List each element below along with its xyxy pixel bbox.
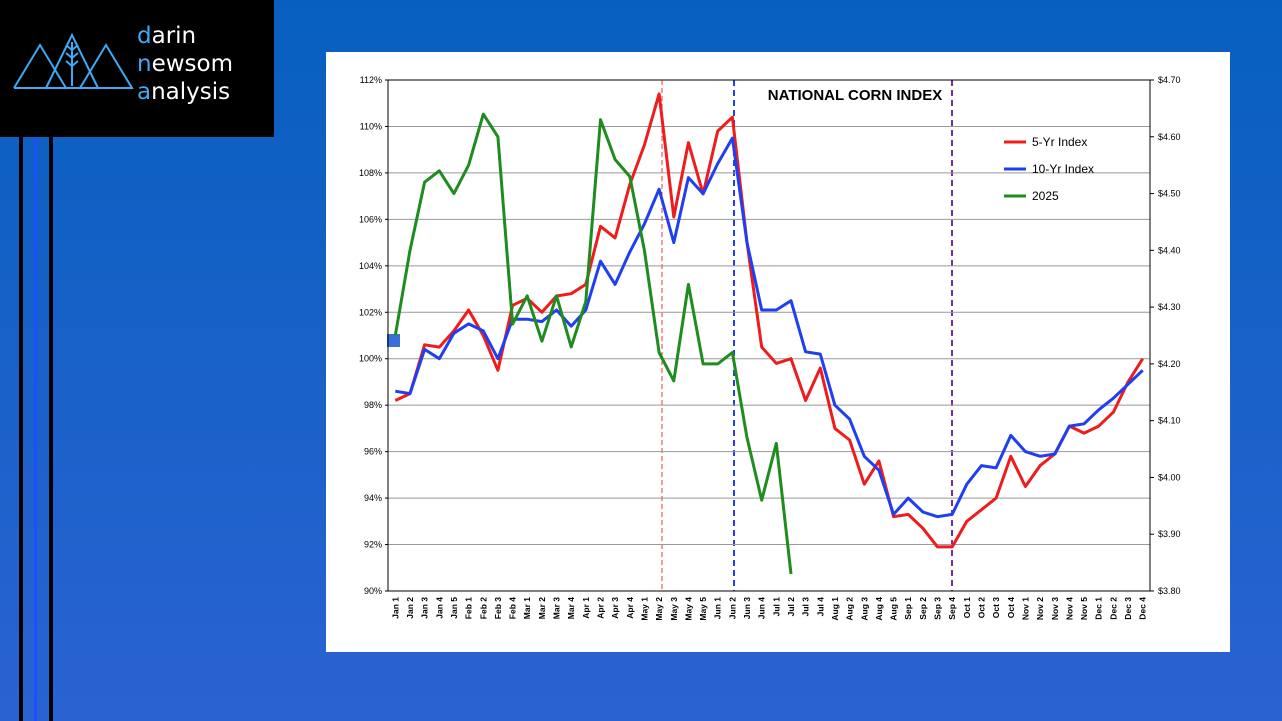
y2-tick-label: $4.30 — [1158, 302, 1181, 312]
y-tick-label: 96% — [364, 447, 382, 457]
y-tick-label: 102% — [359, 307, 382, 317]
x-tick-label: Oct 4 — [1006, 597, 1016, 619]
x-tick-label: Jul 1 — [771, 597, 781, 617]
x-tick-label: Nov 5 — [1079, 597, 1089, 620]
x-tick-label: Jun 1 — [713, 597, 723, 619]
logo-icon — [13, 32, 134, 89]
y2-tick-label: $4.20 — [1158, 359, 1181, 369]
y-tick-label: 104% — [359, 261, 382, 271]
y-tick-label: 98% — [364, 400, 382, 410]
x-tick-label: Jun 2 — [727, 597, 737, 619]
y-tick-label: 100% — [359, 354, 382, 364]
x-tick-label: Dec 3 — [1123, 597, 1133, 620]
x-tick-label: Oct 2 — [976, 597, 986, 619]
legend-label: 10-Yr Index — [1032, 162, 1094, 176]
y-tick-label: 110% — [360, 121, 382, 131]
x-tick-label: Nov 4 — [1064, 597, 1074, 620]
logo: darin newsom analysis — [0, 0, 274, 137]
x-tick-label: Jul 4 — [815, 597, 825, 617]
x-tick-label: May 2 — [654, 597, 664, 621]
x-tick-label: Jan 5 — [449, 597, 459, 619]
logo-word: analysis — [137, 79, 231, 105]
y-tick-label: 106% — [359, 214, 382, 224]
x-tick-label: Jan 4 — [434, 597, 444, 619]
y2-tick-label: $4.50 — [1158, 189, 1181, 199]
series-line — [395, 136, 1144, 519]
decor-bar — [49, 137, 53, 721]
x-tick-label: Mar 3 — [552, 597, 562, 619]
x-tick-label: Apr 3 — [610, 597, 620, 619]
x-tick-label: Jul 2 — [786, 597, 796, 617]
x-tick-label: Dec 2 — [1108, 597, 1118, 620]
marker-square — [387, 334, 400, 347]
x-tick-label: Feb 4 — [508, 597, 518, 619]
series-line — [393, 112, 793, 575]
x-tick-label: Feb 2 — [478, 597, 488, 619]
plot-frame — [387, 79, 1151, 592]
x-tick-label: May 1 — [639, 597, 649, 621]
y2-tick-label: $4.40 — [1158, 245, 1181, 255]
x-tick-label: Jan 1 — [390, 597, 400, 619]
x-tick-label: Aug 2 — [845, 597, 855, 621]
logo-word: darin — [137, 23, 197, 49]
y2-tick-label: $4.70 — [1158, 75, 1181, 85]
y2-tick-label: $3.90 — [1158, 529, 1181, 539]
y-tick-label: 92% — [364, 540, 382, 550]
x-tick-label: Aug 5 — [889, 597, 899, 621]
y2-tick-label: $4.10 — [1158, 416, 1181, 426]
x-tick-label: Jan 2 — [405, 597, 415, 619]
x-tick-label: Mar 2 — [537, 597, 547, 619]
x-tick-label: Apr 4 — [625, 597, 635, 619]
x-tick-label: Jul 3 — [801, 597, 811, 617]
x-tick-label: Dec 1 — [1094, 597, 1104, 620]
x-tick-label: May 5 — [698, 597, 708, 621]
x-tick-label: Feb 1 — [464, 597, 474, 619]
y2-tick-label: $3.80 — [1158, 586, 1181, 596]
x-tick-label: Aug 4 — [874, 597, 884, 621]
x-tick-label: Feb 3 — [493, 597, 503, 619]
x-tick-label: Sep 4 — [947, 597, 957, 620]
series-line — [394, 92, 1144, 549]
chart-panel: NATIONAL CORN INDEX 90% 92% 94% 96% 98% 100% 1… — [326, 52, 1230, 652]
y-tick-label: 112% — [360, 75, 382, 85]
legend-label: 5-Yr Index — [1032, 135, 1087, 149]
x-tick-label: Nov 3 — [1050, 597, 1060, 620]
x-tick-label: May 4 — [683, 597, 693, 621]
y2-tick-label: $4.00 — [1158, 472, 1181, 482]
x-tick-label: Mar 1 — [522, 597, 532, 619]
legend-label: 2025 — [1032, 189, 1059, 203]
x-tick-label: Nov 1 — [1020, 597, 1030, 620]
decor-bar — [34, 137, 37, 721]
x-tick-label: Jun 4 — [757, 597, 767, 619]
x-tick-label: Sep 2 — [918, 597, 928, 620]
x-tick-label: Jan 3 — [420, 597, 430, 619]
x-tick-label: Sep 3 — [933, 597, 943, 620]
x-tick-label: Apr 1 — [581, 597, 591, 619]
x-tick-label: May 3 — [669, 597, 679, 621]
x-tick-label: Sep 1 — [903, 597, 913, 620]
x-tick-label: Nov 2 — [1035, 597, 1045, 620]
x-tick-label: Oct 1 — [962, 597, 972, 619]
x-tick-label: Aug 1 — [830, 597, 840, 621]
y2-tick-label: $4.60 — [1158, 132, 1181, 142]
chart: NATIONAL CORN INDEX 90% 92% 94% 96% 98% 100% 1… — [359, 75, 1181, 621]
y-tick-label: 94% — [364, 493, 382, 503]
x-tick-label: Aug 3 — [859, 597, 869, 621]
x-tick-label: Apr 2 — [595, 597, 605, 619]
y-tick-label: 108% — [359, 168, 382, 178]
x-tick-label: Mar 4 — [566, 597, 576, 619]
x-tick-label: Oct 3 — [991, 597, 1001, 619]
y-tick-label: 90% — [364, 586, 382, 596]
x-tick-label: Jun 3 — [742, 597, 752, 619]
decor-bar — [19, 137, 23, 721]
x-tick-label: Dec 4 — [1138, 597, 1148, 620]
logo-word: newsom — [137, 51, 233, 77]
chart-title: NATIONAL CORN INDEX — [768, 87, 942, 104]
